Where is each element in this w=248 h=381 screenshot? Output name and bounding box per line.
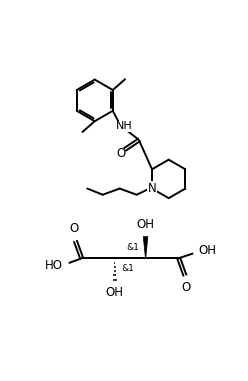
Text: O: O [69, 222, 79, 235]
Text: N: N [148, 182, 156, 195]
Text: OH: OH [137, 218, 155, 231]
Text: O: O [182, 281, 191, 295]
Text: OH: OH [199, 244, 217, 257]
Polygon shape [143, 237, 148, 258]
Text: &1: &1 [121, 264, 134, 274]
Text: O: O [117, 147, 126, 160]
Text: OH: OH [106, 286, 124, 299]
Text: NH: NH [116, 121, 133, 131]
Text: &1: &1 [126, 243, 139, 252]
Text: HO: HO [45, 259, 63, 272]
